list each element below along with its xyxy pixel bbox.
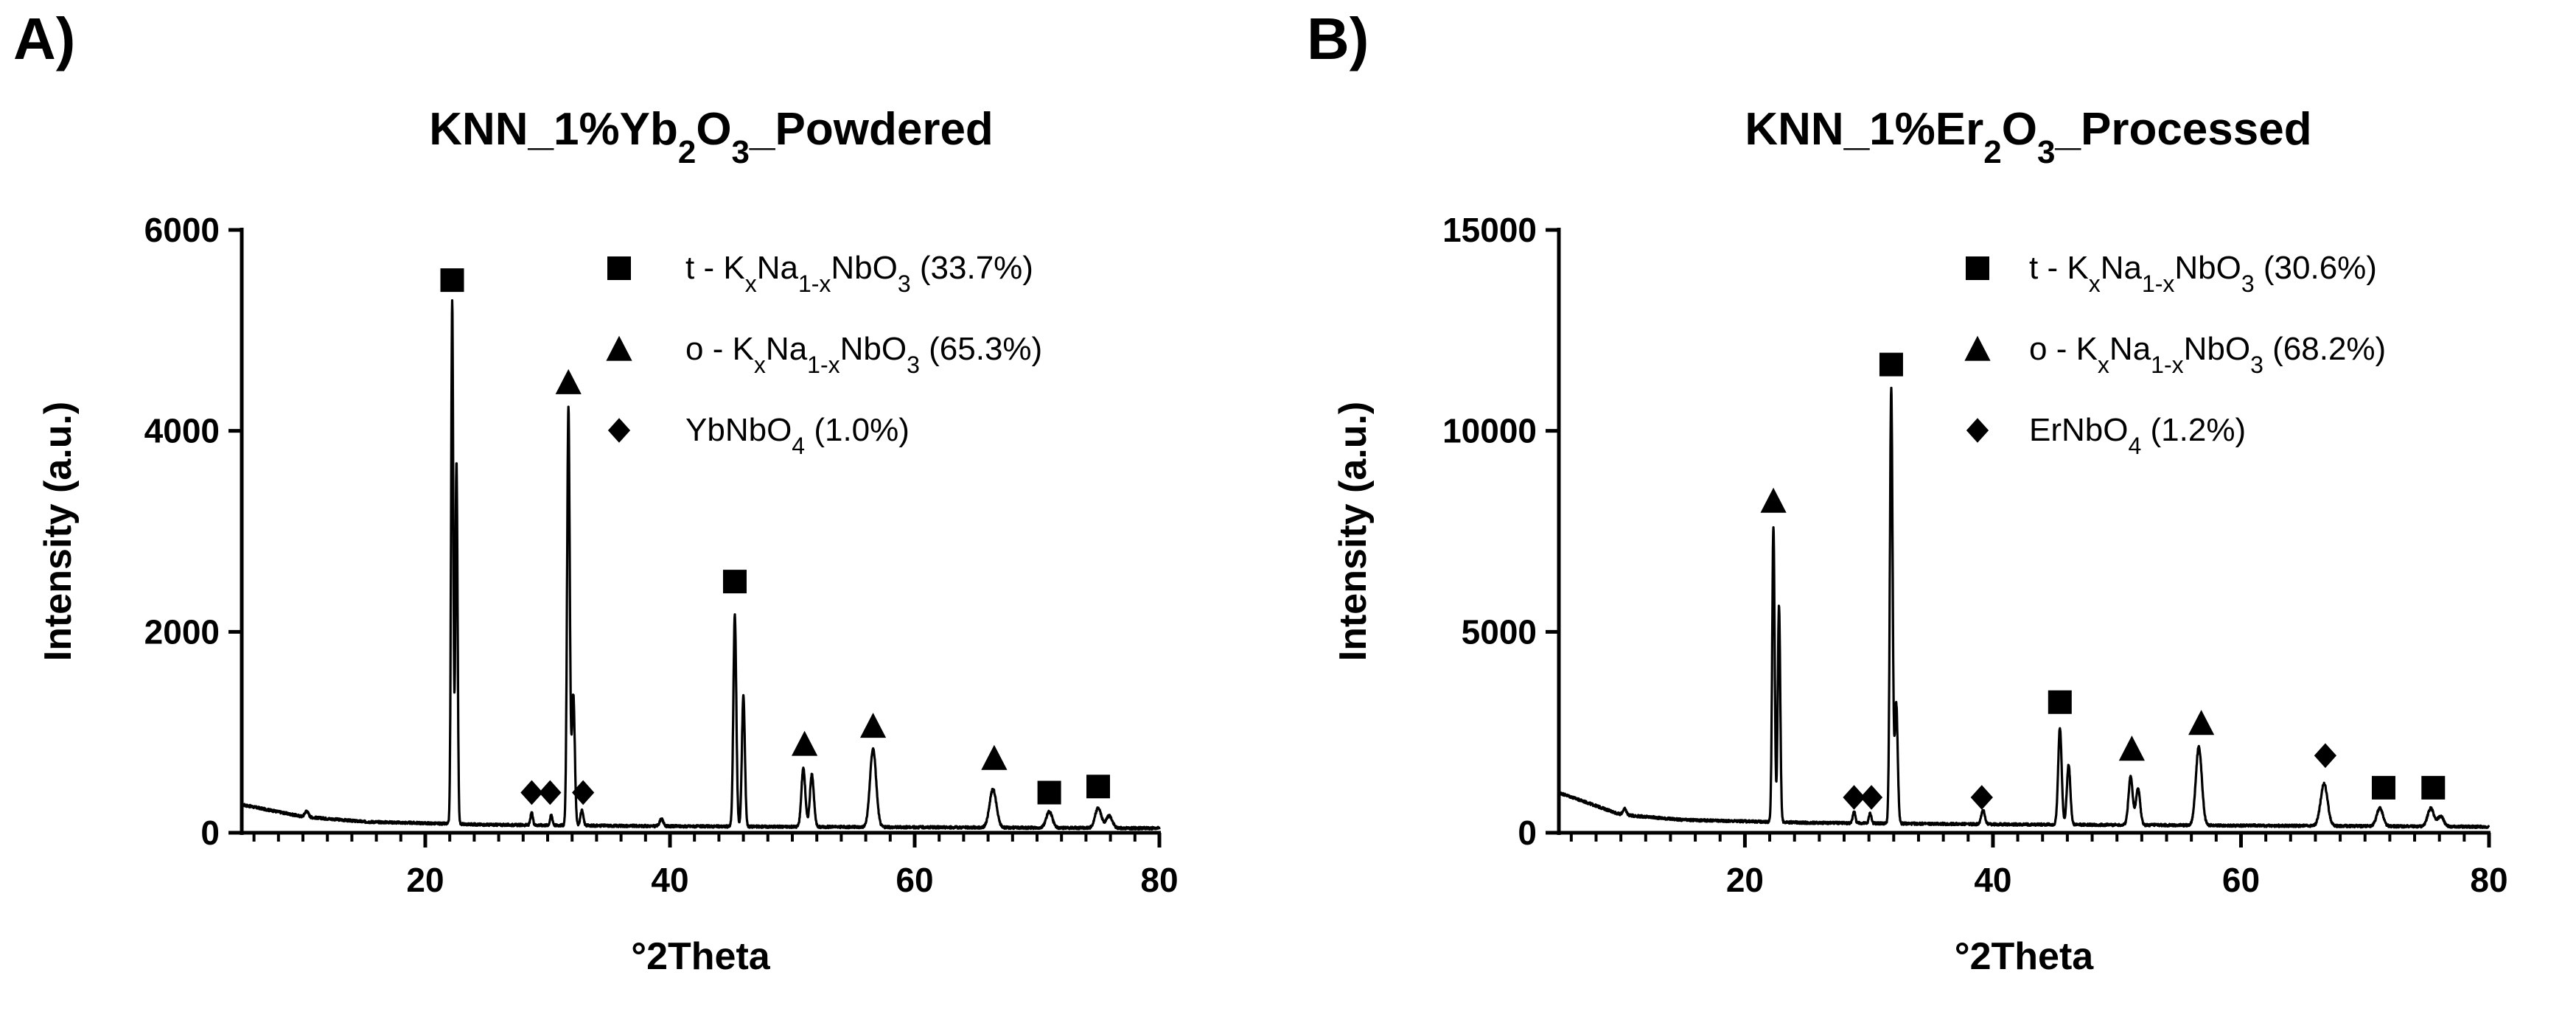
- diamond-marker: [1860, 785, 1883, 810]
- y-axis-label: Intensity (a.u.): [37, 402, 80, 661]
- x-tick-label: 40: [651, 861, 688, 899]
- y-tick-label: 10000: [1442, 412, 1537, 450]
- square-marker: [2421, 775, 2446, 800]
- legend-square-icon: [1966, 256, 1989, 280]
- triangle-marker: [1760, 487, 1787, 513]
- legend-diamond-icon: [607, 418, 631, 443]
- triangle-marker: [2188, 710, 2215, 735]
- diamond-marker: [520, 780, 543, 805]
- panel-a: A) KNN_1%Yb2O3_Powdered 0 2000 4000 6000 20 40 6…: [0, 0, 1253, 1027]
- xrd-chart-a: A) KNN_1%Yb2O3_Powdered 0 2000 4000 6000 20 40 6…: [13, 6, 1179, 978]
- y-tick-label: 5000: [1462, 612, 1537, 651]
- x-tick-label: 40: [1974, 861, 2011, 899]
- legend-triangle-icon: [606, 335, 632, 361]
- legend-entry: t - KxNa1-xNbO3 (33.7%): [685, 250, 1033, 297]
- square-marker: [722, 570, 747, 594]
- x-tick-label: 60: [2222, 861, 2260, 899]
- legend-entry: t - KxNa1-xNbO3 (30.6%): [2029, 250, 2377, 297]
- legend-entry: YbNbO4 (1.0%): [685, 412, 910, 459]
- series-line: [240, 299, 1161, 831]
- diamond-marker: [1843, 785, 1865, 810]
- diamond-marker: [2314, 743, 2337, 769]
- square-marker: [2371, 775, 2395, 800]
- y-tick-label: 15000: [1442, 211, 1537, 249]
- square-marker: [1086, 775, 1110, 799]
- legend-entry: ErNbO4 (1.2%): [2029, 412, 2246, 459]
- legend-triangle-icon: [1964, 335, 1991, 361]
- legend-entry: o - KxNa1-xNbO3 (68.2%): [2029, 331, 2386, 378]
- triangle-marker: [555, 368, 582, 394]
- panel-b: B) KNN_1%Er2O3_Processed 0 5000 10000 15000 20…: [1286, 0, 2576, 1027]
- x-tick-label: 20: [1726, 861, 1764, 899]
- series-line: [1557, 386, 2491, 830]
- triangle-marker: [792, 730, 818, 756]
- triangle-marker: [2118, 735, 2145, 761]
- xrd-chart-b: B) KNN_1%Er2O3_Processed 0 5000 10000 15000 20…: [1307, 6, 2508, 978]
- x-tick-label: 80: [1140, 861, 1178, 899]
- y-tick-label: 4000: [144, 412, 220, 450]
- x-tick-label: 20: [406, 861, 444, 899]
- legend-square-icon: [607, 256, 631, 280]
- chart-title: KNN_1%Er2O3_Processed: [1745, 104, 2311, 170]
- y-tick-label: 6000: [144, 211, 220, 249]
- square-marker: [2048, 690, 2072, 714]
- diamond-marker: [572, 780, 595, 805]
- y-axis-label: Intensity (a.u.): [1332, 402, 1375, 661]
- square-marker: [1879, 352, 1903, 377]
- x-axis-label: °2Theta: [1955, 935, 2094, 978]
- y-tick-label: 2000: [144, 612, 220, 651]
- y-tick-label: 0: [200, 814, 220, 852]
- x-tick-label: 80: [2470, 861, 2507, 899]
- legend-entry: o - KxNa1-xNbO3 (65.3%): [685, 331, 1042, 378]
- triangle-marker: [981, 744, 1008, 770]
- square-marker: [1037, 780, 1061, 805]
- y-tick-label: 0: [1518, 814, 1537, 852]
- diamond-marker: [1970, 785, 1993, 810]
- panel-label: B): [1307, 6, 1369, 71]
- x-axis-label: °2Theta: [631, 935, 770, 978]
- x-tick-label: 60: [896, 861, 933, 899]
- panel-label: A): [13, 6, 75, 71]
- chart-title: KNN_1%Yb2O3_Powdered: [429, 104, 994, 170]
- diamond-marker: [539, 780, 562, 805]
- triangle-marker: [859, 713, 887, 738]
- legend-diamond-icon: [1966, 418, 1989, 443]
- square-marker: [440, 268, 464, 293]
